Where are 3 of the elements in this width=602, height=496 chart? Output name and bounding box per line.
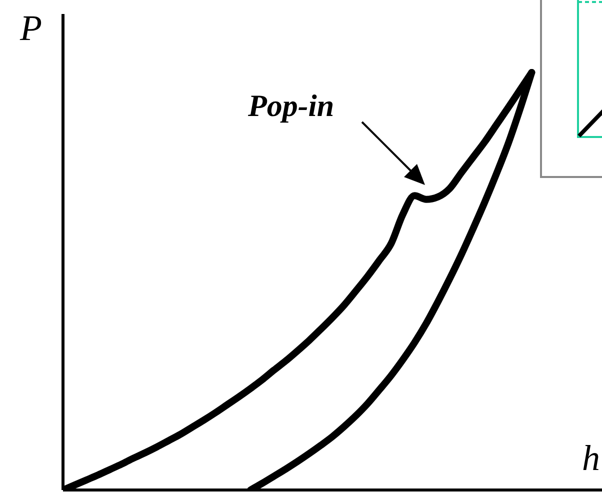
x-axis-title: h — [582, 438, 600, 478]
annotation: Pop-in — [247, 88, 334, 123]
y-axis-title: P — [19, 8, 42, 48]
